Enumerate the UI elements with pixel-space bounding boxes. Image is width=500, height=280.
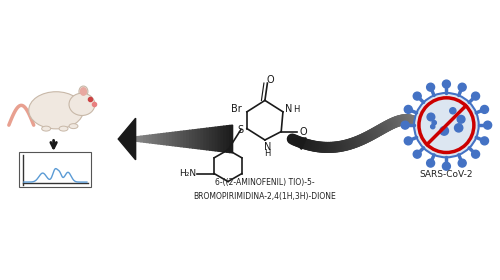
Text: O: O bbox=[300, 127, 307, 137]
Polygon shape bbox=[181, 131, 184, 147]
Polygon shape bbox=[130, 137, 132, 141]
Circle shape bbox=[430, 125, 435, 129]
Circle shape bbox=[427, 113, 435, 121]
Circle shape bbox=[458, 83, 466, 91]
Polygon shape bbox=[210, 128, 212, 150]
Ellipse shape bbox=[69, 124, 78, 129]
Text: H₂N: H₂N bbox=[180, 169, 196, 178]
Text: N: N bbox=[264, 143, 271, 152]
Circle shape bbox=[442, 80, 450, 88]
Polygon shape bbox=[161, 134, 164, 144]
Polygon shape bbox=[201, 129, 204, 150]
Circle shape bbox=[442, 162, 450, 170]
Polygon shape bbox=[207, 128, 210, 150]
Text: Br: Br bbox=[230, 104, 241, 114]
Circle shape bbox=[404, 137, 412, 145]
Circle shape bbox=[432, 121, 436, 125]
Polygon shape bbox=[218, 127, 221, 151]
Polygon shape bbox=[144, 136, 147, 143]
Polygon shape bbox=[124, 138, 127, 140]
Polygon shape bbox=[170, 132, 172, 146]
Circle shape bbox=[440, 127, 448, 135]
Circle shape bbox=[454, 124, 463, 132]
Polygon shape bbox=[224, 126, 227, 152]
Circle shape bbox=[458, 159, 466, 167]
Polygon shape bbox=[187, 130, 190, 148]
Ellipse shape bbox=[80, 88, 86, 95]
Polygon shape bbox=[227, 125, 230, 153]
Circle shape bbox=[426, 83, 434, 91]
Polygon shape bbox=[152, 134, 156, 144]
Text: S: S bbox=[238, 125, 244, 135]
Polygon shape bbox=[121, 138, 124, 140]
Polygon shape bbox=[221, 126, 224, 152]
Text: 6-((2-AMINOFENIL) TIO)-5-: 6-((2-AMINOFENIL) TIO)-5- bbox=[215, 178, 314, 186]
Circle shape bbox=[472, 150, 480, 158]
Circle shape bbox=[457, 115, 465, 123]
Circle shape bbox=[426, 159, 434, 167]
Circle shape bbox=[484, 121, 492, 129]
Polygon shape bbox=[158, 134, 161, 144]
Text: O: O bbox=[266, 75, 274, 85]
Polygon shape bbox=[230, 125, 232, 153]
Circle shape bbox=[413, 150, 421, 158]
Polygon shape bbox=[156, 134, 158, 144]
Polygon shape bbox=[127, 138, 130, 140]
Polygon shape bbox=[216, 127, 218, 151]
Polygon shape bbox=[164, 133, 167, 145]
Polygon shape bbox=[178, 131, 181, 147]
Polygon shape bbox=[147, 135, 150, 143]
Polygon shape bbox=[292, 138, 306, 149]
Polygon shape bbox=[196, 129, 198, 149]
Polygon shape bbox=[118, 118, 136, 160]
Text: H: H bbox=[264, 149, 270, 158]
Circle shape bbox=[450, 108, 456, 114]
Polygon shape bbox=[167, 133, 170, 145]
Polygon shape bbox=[190, 130, 192, 148]
Polygon shape bbox=[212, 127, 216, 151]
Circle shape bbox=[401, 121, 409, 129]
Circle shape bbox=[480, 106, 488, 113]
Circle shape bbox=[480, 137, 488, 145]
Polygon shape bbox=[150, 135, 152, 143]
Text: H: H bbox=[293, 105, 300, 114]
Ellipse shape bbox=[79, 86, 88, 97]
Circle shape bbox=[404, 106, 412, 113]
Polygon shape bbox=[204, 128, 207, 150]
Text: BROMOPIRIMIDINA-2,4(1H,3H)-DIONE: BROMOPIRIMIDINA-2,4(1H,3H)-DIONE bbox=[194, 192, 336, 201]
Circle shape bbox=[413, 92, 421, 100]
Polygon shape bbox=[176, 132, 178, 146]
Polygon shape bbox=[184, 131, 187, 147]
Polygon shape bbox=[192, 130, 196, 148]
Polygon shape bbox=[141, 136, 144, 142]
Polygon shape bbox=[198, 129, 201, 149]
Ellipse shape bbox=[59, 126, 68, 131]
Polygon shape bbox=[132, 137, 136, 141]
Text: N: N bbox=[285, 104, 292, 114]
Ellipse shape bbox=[42, 126, 50, 131]
Circle shape bbox=[414, 93, 478, 157]
Circle shape bbox=[472, 92, 480, 100]
Ellipse shape bbox=[28, 92, 84, 129]
Polygon shape bbox=[136, 137, 138, 141]
Polygon shape bbox=[172, 132, 176, 146]
Polygon shape bbox=[138, 136, 141, 142]
FancyBboxPatch shape bbox=[19, 152, 91, 187]
Ellipse shape bbox=[69, 93, 95, 115]
Text: SARS-CoV-2: SARS-CoV-2 bbox=[420, 170, 473, 179]
